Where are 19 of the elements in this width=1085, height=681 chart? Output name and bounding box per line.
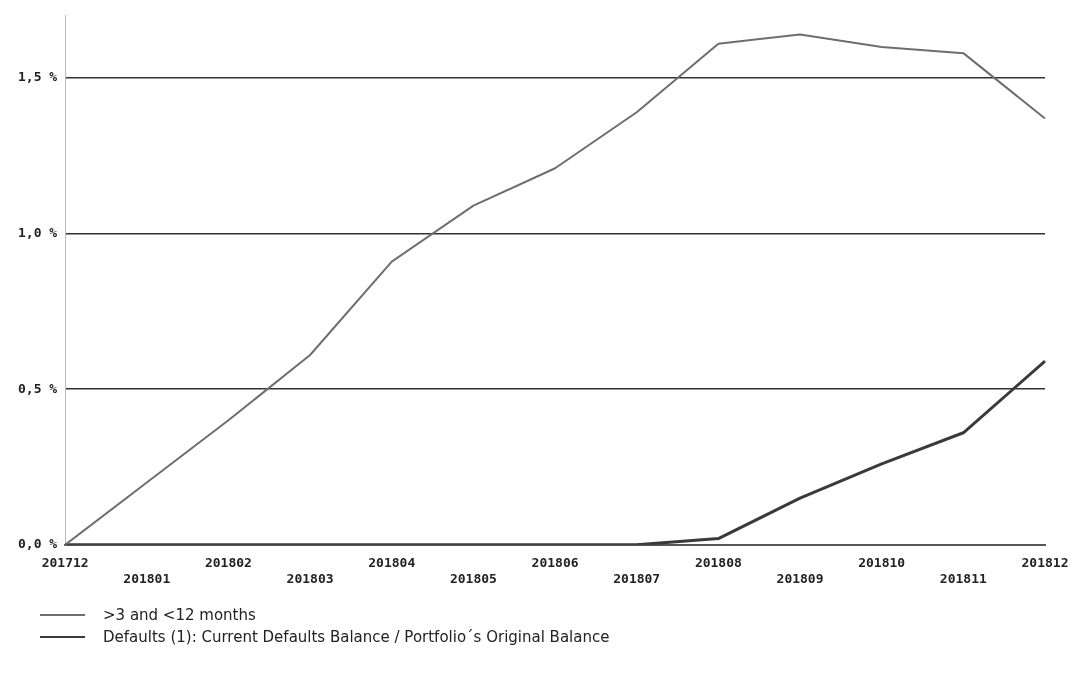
- x-tick-label: 201712: [41, 554, 89, 570]
- x-tick-label: 201810: [858, 554, 906, 570]
- x-tick-label: 201802: [204, 554, 252, 570]
- y-tick-label: 1,5 %: [17, 69, 58, 85]
- x-tick-label: 201807: [613, 570, 661, 586]
- x-tick-label: 201805: [449, 570, 497, 586]
- y-tick-label: 0,5 %: [17, 380, 58, 396]
- x-tick-label: 201801: [123, 570, 171, 586]
- y-tick-label: 0,0 %: [17, 536, 58, 552]
- x-tick-label: 201804: [368, 554, 416, 570]
- legend-label: Defaults (1): Current Defaults Balance / Portfolio´s Original Balance: [103, 627, 610, 648]
- x-tick-label: 201803: [286, 570, 334, 586]
- y-tick-label: 1,0 %: [17, 225, 58, 240]
- x-tick-label: 201809: [776, 570, 824, 586]
- x-tick-label: 201811: [939, 570, 987, 586]
- legend-label: >3 and <12 months: [103, 605, 256, 626]
- x-tick-label: 201808: [694, 554, 743, 570]
- x-tick-label: 201812: [1021, 554, 1069, 570]
- x-tick-label: 201806: [531, 554, 579, 570]
